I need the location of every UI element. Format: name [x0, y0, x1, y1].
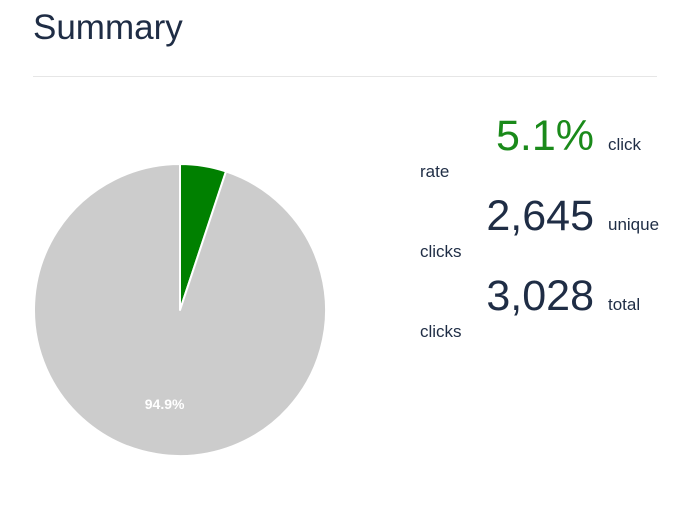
click-rate-value: 5.1%	[495, 112, 594, 160]
total-clicks-value: 3,028	[486, 272, 594, 320]
pie-slice-label-1: 94.9%	[145, 396, 185, 412]
stat-unique-clicks: 2,645 unique clicks	[420, 188, 670, 268]
pie-slice-1	[33, 163, 327, 457]
page-title: Summary	[33, 8, 183, 47]
total-clicks-label-line2: clicks	[420, 322, 462, 341]
total-clicks-label-line1: total	[608, 295, 641, 314]
click-rate-label-line2: rate	[420, 162, 450, 181]
stat-click-rate: 5.1% click rate	[420, 108, 670, 188]
unique-clicks-label-line2: clicks	[420, 242, 462, 261]
stats-panel: 5.1% click rate 2,645 unique clicks 3,028 t…	[420, 108, 670, 348]
stat-total-clicks: 3,028 total clicks	[420, 268, 670, 348]
pie-svg: 94.9%	[33, 163, 327, 457]
pie-chart: 94.9%	[30, 160, 330, 460]
unique-clicks-value: 2,645	[486, 192, 594, 240]
unique-clicks-label-line1: unique	[608, 215, 660, 234]
click-rate-label-line1: click	[608, 135, 642, 154]
title-divider	[33, 76, 657, 77]
